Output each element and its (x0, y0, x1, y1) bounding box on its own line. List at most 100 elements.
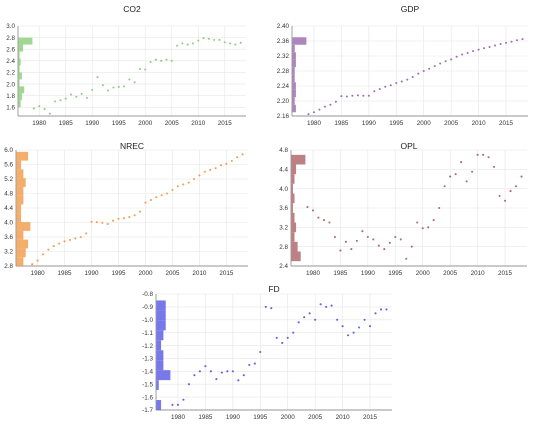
x-tick-label: 1985 (59, 120, 74, 127)
histogram-bar (292, 89, 296, 98)
chart-panel-opl: OPL 2.4 2.8 3.2 3.6 4.0 4.4 4.8 1980 1985 1990 1995… (279, 141, 527, 277)
data-point (499, 42, 502, 46)
data-point (122, 217, 125, 220)
data-point (138, 67, 142, 71)
data-point (444, 60, 447, 63)
data-point (176, 185, 179, 188)
histogram-bar (16, 195, 24, 205)
y-tick-label: 6.0 (4, 147, 13, 154)
data-point (367, 94, 370, 97)
data-point (170, 59, 173, 62)
y-tick-label: 2.20 (277, 98, 290, 105)
data-point (345, 95, 348, 98)
data-point (352, 331, 355, 334)
data-point (160, 194, 163, 197)
data-point (482, 153, 485, 156)
y-tick-label: 1.8 (6, 93, 15, 100)
data-point (400, 80, 403, 83)
histogram-bar (291, 193, 295, 204)
x-tick-label: 2000 (138, 270, 153, 277)
data-point (461, 53, 464, 56)
data-point (112, 86, 115, 89)
y-tick-label: 3.6 (4, 234, 13, 241)
data-point (144, 201, 147, 204)
data-point (59, 99, 62, 102)
data-point (181, 42, 184, 45)
x-tick-label: 2015 (219, 270, 234, 277)
data-point (176, 403, 180, 406)
y-tick-label: 3.6 (279, 205, 288, 212)
data-point (322, 219, 325, 222)
data-point (241, 153, 244, 156)
data-point (503, 199, 507, 202)
x-tick-label: 1990 (85, 270, 100, 277)
data-point (385, 308, 388, 311)
data-point (54, 100, 57, 103)
data-point (218, 38, 221, 41)
data-point (306, 205, 309, 209)
data-point (236, 156, 239, 159)
data-point (351, 94, 354, 97)
data-point (149, 60, 152, 64)
data-point (139, 210, 142, 213)
x-tick-label: 1990 (85, 120, 100, 127)
data-point (374, 312, 377, 315)
data-point (428, 67, 431, 70)
y-tick-label: -0.9 (142, 304, 153, 311)
data-point (144, 68, 147, 71)
data-point (41, 253, 45, 256)
data-point (58, 242, 61, 245)
data-point (226, 370, 229, 373)
x-tick-label: 2015 (363, 414, 378, 421)
histogram-bar (292, 104, 296, 113)
x-tick-label: 2010 (191, 120, 206, 127)
histogram-bar (16, 160, 22, 170)
chart-panel-gdp: GDP 2.16 2.20 2.24 2.28 2.32 2.36 2.40 1980 1985 1… (277, 4, 528, 127)
x-tick-label: 2010 (471, 270, 486, 277)
data-point (314, 318, 317, 321)
y-tick-label: 4.0 (279, 186, 288, 193)
data-point (91, 88, 94, 91)
histogram-bar (292, 59, 296, 68)
histogram-bar (156, 350, 164, 361)
data-point (171, 188, 174, 191)
data-point (493, 165, 496, 168)
data-point (477, 48, 480, 51)
y-tick-label: 2.36 (277, 38, 290, 45)
data-point (63, 240, 66, 243)
data-point (69, 93, 73, 96)
data-point (133, 81, 136, 84)
y-tick-label: -0.8 (142, 291, 153, 298)
data-point (488, 45, 491, 49)
data-point (465, 180, 468, 183)
data-point (191, 42, 195, 45)
data-point (182, 183, 185, 186)
data-point (182, 398, 185, 401)
histogram-bar (291, 154, 306, 165)
y-tick-label: 2.32 (277, 53, 290, 60)
data-point (373, 90, 376, 93)
y-tick-label: 3.0 (6, 23, 15, 30)
histogram-bar (156, 340, 162, 351)
data-point (410, 245, 413, 248)
chart-panel-co2: CO2 1.6 1.8 2.0 2.2 2.4 2.6 2.8 3.0 1980 1985 1990 1… (6, 4, 246, 127)
data-point (460, 161, 463, 164)
data-point (52, 245, 55, 248)
data-point (154, 58, 157, 61)
y-tick-label: 2.8 (279, 244, 288, 251)
data-point (264, 305, 267, 308)
data-point (362, 94, 365, 97)
y-tick-label: -1.3 (142, 356, 153, 363)
data-point (225, 162, 228, 165)
data-point (270, 307, 273, 310)
data-point (193, 374, 196, 377)
data-point (504, 41, 508, 44)
data-point (411, 75, 414, 79)
data-point (230, 159, 233, 162)
x-tick-label: 2005 (444, 120, 459, 127)
data-point (476, 153, 479, 156)
data-point (395, 81, 398, 85)
data-point (416, 221, 419, 224)
data-point (308, 312, 311, 315)
data-point (317, 216, 320, 219)
